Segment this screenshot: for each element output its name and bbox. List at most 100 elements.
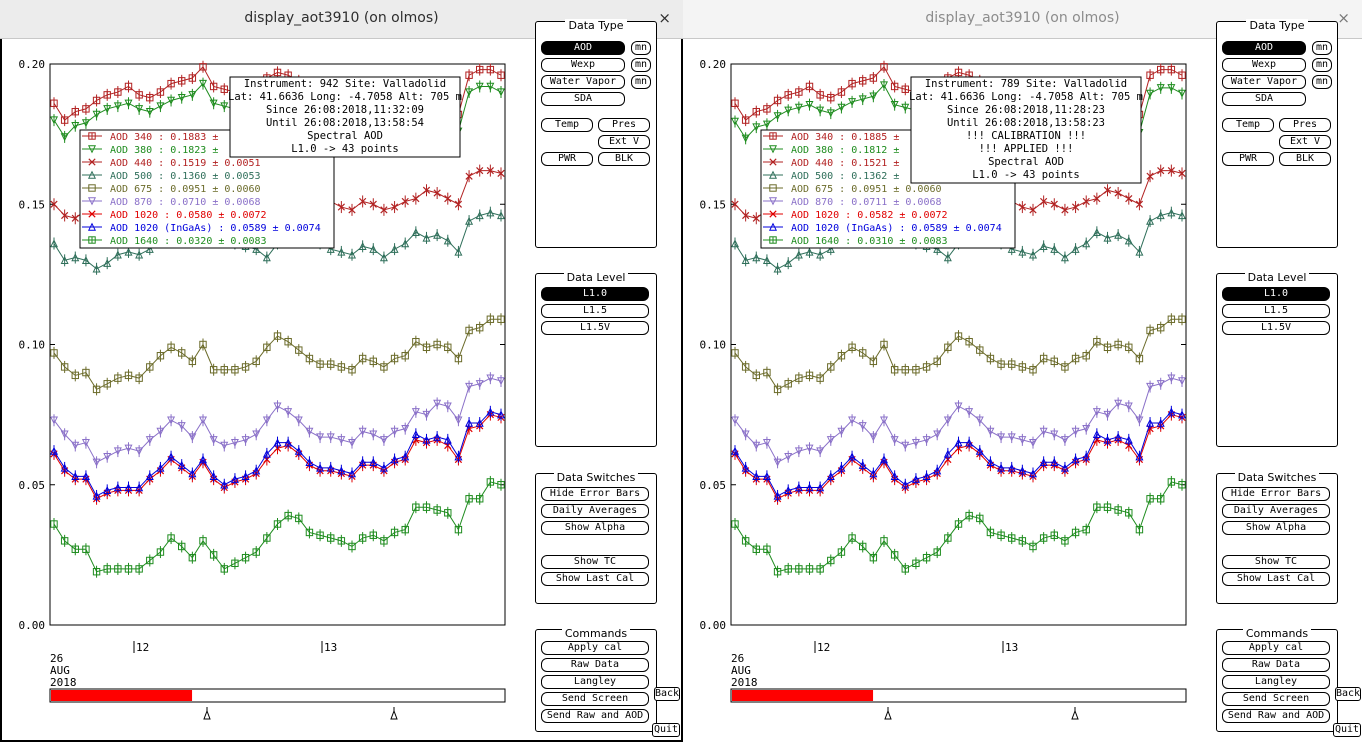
time-slider[interactable] bbox=[730, 688, 1187, 720]
panel-title-text: Data Switches bbox=[553, 471, 639, 484]
level-l15v-button[interactable]: L1.5V bbox=[541, 321, 649, 335]
slider-handle-icon[interactable] bbox=[1071, 707, 1079, 720]
data-point bbox=[92, 491, 101, 500]
slider-fill bbox=[732, 690, 874, 701]
data-point bbox=[858, 460, 867, 469]
temp-button[interactable]: Temp bbox=[541, 118, 593, 132]
info-box bbox=[910, 76, 1142, 184]
data-point bbox=[773, 385, 782, 394]
data-point bbox=[209, 82, 218, 91]
show-alpha-button[interactable]: Show Alpha bbox=[541, 521, 649, 535]
sda-button[interactable]: SDA bbox=[1222, 92, 1306, 106]
level-l10-button[interactable]: L1.0 bbox=[541, 287, 649, 301]
level-l15-button[interactable]: L1.5 bbox=[1222, 304, 1330, 318]
data-point bbox=[1029, 366, 1037, 374]
data-point bbox=[380, 537, 388, 545]
data-point bbox=[146, 363, 154, 371]
level-l15-button[interactable]: L1.5 bbox=[541, 304, 649, 318]
water-vapor-button[interactable]: Water Vapor bbox=[541, 75, 625, 89]
send-raw-and-aod-button[interactable]: Send Raw and AOD bbox=[541, 709, 649, 723]
legend-marker bbox=[82, 158, 102, 166]
daily-averages-button[interactable]: Daily Averages bbox=[541, 504, 649, 518]
quit-button[interactable]: Quit bbox=[1333, 723, 1361, 737]
aod-button[interactable]: AOD bbox=[541, 41, 625, 55]
data-point bbox=[145, 244, 154, 253]
data-point bbox=[401, 352, 409, 360]
data-point bbox=[805, 100, 814, 109]
langley-button[interactable]: Langley bbox=[541, 675, 649, 689]
blk-button[interactable]: BLK bbox=[1279, 152, 1331, 166]
send-raw-and-aod-button[interactable]: Send Raw and AOD bbox=[1222, 709, 1330, 723]
wexp-button[interactable]: Wexp bbox=[541, 58, 625, 72]
close-icon[interactable]: × bbox=[1337, 9, 1350, 27]
show-last-cal-button[interactable]: Show Last Cal bbox=[541, 572, 649, 586]
data-point bbox=[1028, 438, 1038, 447]
data-point bbox=[81, 119, 90, 128]
data-point bbox=[1092, 408, 1101, 417]
ext-v-button[interactable]: Ext V bbox=[598, 135, 650, 149]
data-point bbox=[752, 107, 760, 116]
slider-handle-icon[interactable] bbox=[390, 707, 398, 720]
data-point bbox=[220, 565, 228, 573]
water-vapor-button[interactable]: Water Vapor bbox=[1222, 75, 1306, 89]
apply-cal-button[interactable]: Apply cal bbox=[541, 641, 649, 655]
data-point bbox=[327, 360, 335, 368]
hide-error-bars-button[interactable]: Hide Error Bars bbox=[541, 487, 649, 501]
data-point bbox=[1167, 374, 1176, 383]
langley-button[interactable]: Langley bbox=[1222, 675, 1330, 689]
daily-averages-button[interactable]: Daily Averages bbox=[1222, 504, 1330, 518]
slider-handle-icon[interactable] bbox=[884, 707, 892, 720]
pres-button[interactable]: Pres bbox=[1279, 118, 1331, 132]
level-l10-button[interactable]: L1.0 bbox=[1222, 287, 1330, 301]
slider-handle-icon[interactable] bbox=[203, 707, 211, 720]
close-icon[interactable]: × bbox=[658, 9, 671, 27]
aod-mn-button[interactable]: mn bbox=[631, 41, 651, 55]
data-point bbox=[379, 436, 388, 445]
send-screen-button[interactable]: Send Screen bbox=[1222, 692, 1330, 706]
data-point bbox=[178, 349, 186, 357]
aod-button[interactable]: AOD bbox=[1222, 41, 1306, 55]
water-vapor-mn-button[interactable]: mn bbox=[1312, 75, 1332, 89]
send-screen-button[interactable]: Send Screen bbox=[541, 692, 649, 706]
wexp-mn-button[interactable]: mn bbox=[631, 58, 651, 72]
show-tc-button[interactable]: Show TC bbox=[541, 555, 649, 569]
data-point bbox=[1125, 509, 1133, 517]
blk-button[interactable]: BLK bbox=[598, 152, 650, 166]
data-point bbox=[1082, 352, 1090, 360]
wexp-button[interactable]: Wexp bbox=[1222, 58, 1306, 72]
water-vapor-mn-button[interactable]: mn bbox=[631, 75, 651, 89]
show-last-cal-button[interactable]: Show Last Cal bbox=[1222, 572, 1330, 586]
ext-v-button[interactable]: Ext V bbox=[1279, 135, 1331, 149]
data-point bbox=[1103, 503, 1112, 511]
data-point bbox=[816, 106, 825, 115]
show-tc-button[interactable]: Show TC bbox=[1222, 555, 1330, 569]
sda-button[interactable]: SDA bbox=[541, 92, 625, 106]
data-point bbox=[1157, 65, 1165, 74]
back-button[interactable]: Back bbox=[1335, 687, 1361, 701]
quit-button[interactable]: Quit bbox=[652, 723, 680, 737]
data-point bbox=[869, 469, 878, 478]
level-l15v-button[interactable]: L1.5V bbox=[1222, 321, 1330, 335]
temp-button[interactable]: Temp bbox=[1222, 118, 1274, 132]
pwr-button[interactable]: PWR bbox=[1222, 152, 1274, 166]
data-point bbox=[1071, 455, 1080, 464]
data-point bbox=[869, 74, 878, 82]
y-tick-label: 0.05 bbox=[700, 479, 727, 492]
pwr-button[interactable]: PWR bbox=[541, 152, 593, 166]
raw-data-button[interactable]: Raw Data bbox=[1222, 658, 1330, 672]
hide-error-bars-button[interactable]: Hide Error Bars bbox=[1222, 487, 1330, 501]
aod-mn-button[interactable]: mn bbox=[1312, 41, 1332, 55]
data-point bbox=[476, 166, 484, 175]
apply-cal-button[interactable]: Apply cal bbox=[1222, 641, 1330, 655]
data-point bbox=[890, 82, 899, 91]
time-slider[interactable] bbox=[49, 688, 506, 720]
show-alpha-button[interactable]: Show Alpha bbox=[1222, 521, 1330, 535]
wexp-mn-button[interactable]: mn bbox=[1312, 58, 1332, 72]
back-button[interactable]: Back bbox=[654, 687, 680, 701]
data-point bbox=[198, 455, 208, 464]
pres-button[interactable]: Pres bbox=[598, 118, 650, 132]
data-point bbox=[316, 433, 325, 442]
raw-data-button[interactable]: Raw Data bbox=[541, 658, 649, 672]
data-point bbox=[167, 416, 176, 425]
legend-marker bbox=[763, 170, 783, 179]
